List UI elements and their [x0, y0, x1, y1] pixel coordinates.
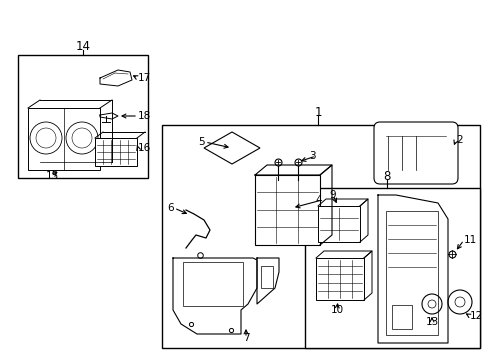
Text: 1: 1 [314, 105, 321, 118]
Text: 10: 10 [330, 305, 343, 315]
Text: 13: 13 [425, 317, 438, 327]
Bar [162, 125, 479, 348]
Text: 18: 18 [138, 111, 151, 121]
Text: 4: 4 [315, 195, 321, 205]
Text: 11: 11 [463, 235, 476, 245]
FancyBboxPatch shape [373, 122, 457, 184]
Bar [28, 108, 100, 170]
Text: 16: 16 [138, 143, 151, 153]
Bar [183, 262, 243, 306]
Text: 3: 3 [309, 151, 315, 161]
Text: 17: 17 [138, 73, 151, 83]
Bar [385, 211, 437, 335]
Text: 5: 5 [198, 137, 204, 147]
Bar [317, 206, 359, 242]
Bar [261, 266, 272, 288]
Bar [18, 55, 148, 178]
Text: 2: 2 [455, 135, 462, 145]
Text: 6: 6 [167, 203, 174, 213]
Bar [315, 258, 363, 300]
Text: 12: 12 [469, 311, 482, 321]
Text: 8: 8 [383, 170, 390, 183]
Text: 9: 9 [329, 190, 336, 200]
Bar [391, 305, 411, 329]
Bar [95, 138, 137, 166]
Text: 15: 15 [45, 171, 59, 181]
Bar [305, 188, 479, 348]
Text: 7: 7 [242, 333, 249, 343]
Text: 14: 14 [75, 40, 90, 53]
Bar [254, 175, 319, 245]
